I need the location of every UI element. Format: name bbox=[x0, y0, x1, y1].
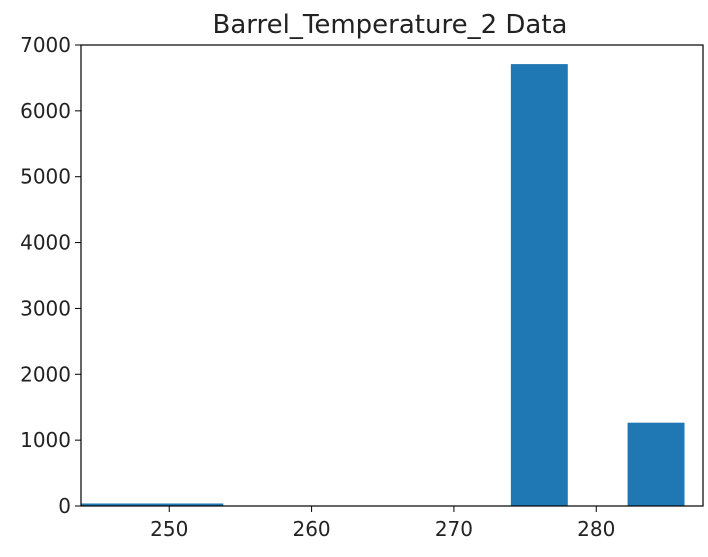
y-tick-label-7: 7000 bbox=[20, 33, 71, 57]
x-tick-label-2: 270 bbox=[435, 517, 473, 541]
histogram-bar-1 bbox=[510, 64, 568, 506]
y-tick-label-5: 5000 bbox=[20, 165, 71, 189]
plot-area-frame bbox=[80, 44, 704, 507]
x-tick-label-1: 260 bbox=[292, 517, 330, 541]
x-tick-label-0: 250 bbox=[150, 517, 188, 541]
histogram-bar-0 bbox=[81, 503, 224, 506]
bars-layer bbox=[81, 64, 685, 506]
y-axis-ticks: 0 1000 2000 3000 4000 5000 6000 7000 bbox=[20, 33, 81, 518]
y-tick-label-1: 1000 bbox=[20, 428, 71, 452]
y-tick-label-2: 2000 bbox=[20, 362, 71, 386]
y-tick-label-6: 6000 bbox=[20, 99, 71, 123]
y-tick-label-4: 4000 bbox=[20, 231, 71, 255]
y-tick-label-0: 0 bbox=[58, 494, 71, 518]
x-tick-label-3: 280 bbox=[577, 517, 615, 541]
x-axis-ticks: 250 260 270 280 bbox=[150, 506, 615, 541]
y-tick-label-3: 3000 bbox=[20, 296, 71, 320]
histogram-bar-2 bbox=[627, 422, 685, 506]
chart-title: Barrel_Temperature_2 Data bbox=[213, 10, 568, 40]
